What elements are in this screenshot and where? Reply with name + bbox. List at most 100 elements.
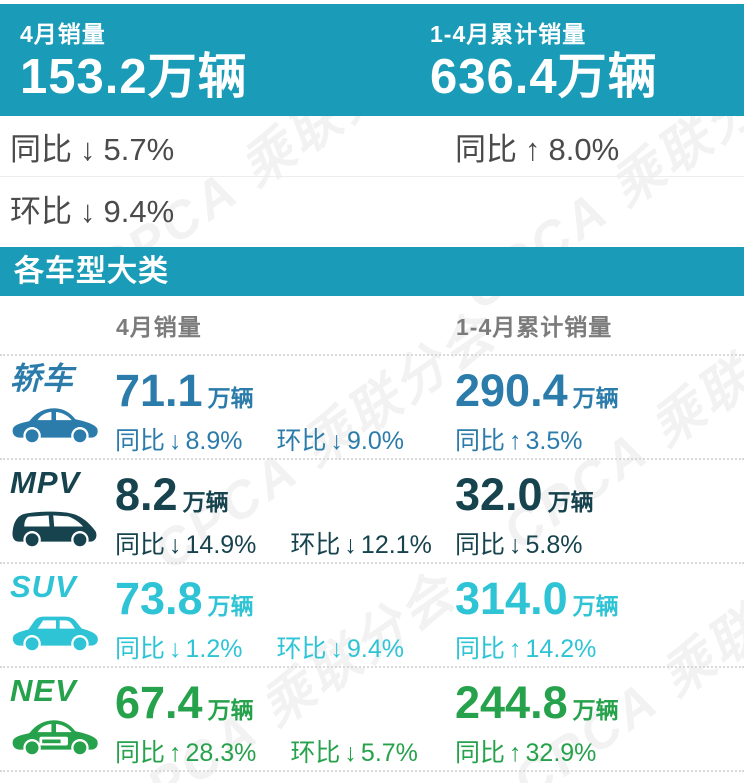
down-arrow-icon: ↓	[344, 531, 357, 560]
stat-label: 同比	[455, 427, 506, 456]
hero-monthly-unit: 万辆	[147, 50, 248, 104]
vehicle-name: MPV	[10, 465, 81, 500]
vehicle-cell: MPV	[0, 460, 115, 562]
monthly-unit: 万辆	[182, 489, 229, 515]
stat-label: 环比	[10, 193, 72, 229]
sedan-car-icon	[10, 398, 115, 446]
up-arrow-icon: ↑	[509, 635, 522, 664]
stat-label: 同比	[455, 739, 506, 768]
vehicle-table: 轿车 71.1 万辆	[0, 354, 744, 772]
cumulative-unit: 万辆	[572, 697, 619, 723]
cumulative-yoy: 同比 ↓ 5.8%	[455, 525, 583, 561]
divider	[0, 176, 744, 177]
cumulative-metric-cell: 32.0 万辆 同比 ↓ 5.8%	[455, 460, 744, 562]
mpv-car-icon	[10, 502, 115, 550]
vehicle-cell: SUV	[0, 564, 115, 666]
monthly-mom: 环比 ↓ 9.0%	[277, 421, 405, 457]
monthly-value: 73.8	[115, 573, 203, 624]
table-row-suv: SUV 73.8 万辆	[0, 564, 744, 668]
monthly-value: 8.2	[115, 469, 178, 520]
vehicle-cell: 轿车	[0, 356, 115, 458]
stat-value: 8.9%	[185, 427, 243, 456]
stat-value: 5.7%	[360, 739, 418, 768]
stat-label: 环比	[276, 427, 327, 456]
stat-value: 9.4%	[347, 635, 404, 664]
stat-label: 同比	[115, 427, 166, 456]
monthly-yoy: 同比 ↓ 8.9%	[115, 421, 243, 457]
monthly-unit: 万辆	[207, 385, 254, 411]
down-arrow-icon: ↓	[509, 531, 522, 560]
hero-monthly: 4月销量 153.2 万辆	[0, 4, 430, 116]
summary-stats-row-1: 同比 ↓ 5.7% 同比 ↑ 8.0%	[0, 116, 744, 176]
column-header-cumulative: 1-4月累计销量	[456, 314, 613, 340]
down-arrow-icon: ↓	[330, 635, 344, 664]
down-arrow-icon: ↓	[169, 427, 182, 456]
cumulative-value: 290.4	[455, 365, 568, 416]
up-arrow-icon: ↑	[169, 739, 182, 768]
monthly-unit: 万辆	[207, 593, 254, 619]
hero-cumulative: 1-4月累计销量 636.4 万辆	[430, 4, 658, 116]
vehicle-name: SUV	[10, 569, 77, 604]
hero-cumulative-unit: 万辆	[557, 50, 658, 104]
monthly-mom: 环比 ↓ 12.1%	[290, 525, 431, 561]
cumulative-unit: 万辆	[572, 385, 619, 411]
up-arrow-icon: ↑	[509, 739, 522, 768]
down-arrow-icon: ↓	[169, 531, 182, 560]
down-arrow-icon: ↓	[80, 131, 96, 167]
monthly-value: 71.1	[115, 365, 203, 416]
stat-label: 同比	[115, 739, 166, 768]
cumulative-metric-cell: 244.8 万辆 同比 ↑ 32.9%	[455, 668, 744, 770]
table-row-mpv: MPV 8.2 万辆	[0, 460, 744, 564]
vehicle-cell: NEV	[0, 668, 115, 770]
section-title-banner: 各车型大类	[0, 247, 744, 296]
stat-label: 同比	[115, 635, 166, 664]
vehicle-name: 轿车	[10, 361, 74, 396]
monthly-value: 67.4	[115, 677, 203, 728]
suv-car-icon	[10, 606, 115, 654]
up-arrow-icon: ↑	[509, 427, 522, 456]
cumulative-yoy: 同比 ↑ 14.2%	[455, 629, 596, 665]
monthly-metric-cell: 67.4 万辆 同比 ↑ 28.3% 环比 ↓ 5.7%	[115, 668, 455, 770]
stat-label: 同比	[455, 635, 506, 664]
up-arrow-icon: ↑	[525, 131, 541, 167]
cumulative-unit: 万辆	[547, 489, 594, 515]
hero-monthly-value: 153.2	[20, 50, 148, 104]
stat-value: 9.0%	[347, 427, 404, 456]
cumulative-value: 314.0	[455, 573, 568, 624]
summary-monthly-yoy: 同比 ↓ 5.7%	[10, 124, 174, 169]
monthly-unit: 万辆	[207, 697, 254, 723]
summary-stats-row-2: 环比 ↓ 9.4%	[0, 177, 744, 239]
stat-value: 5.8%	[525, 531, 583, 560]
cumulative-yoy: 同比 ↑ 3.5%	[455, 421, 583, 457]
stat-label: 同比	[115, 531, 166, 560]
monthly-metric-cell: 73.8 万辆 同比 ↓ 1.2% 环比 ↓ 9.4%	[115, 564, 455, 666]
monthly-yoy: 同比 ↓ 1.2%	[115, 629, 243, 665]
hero-cumulative-value: 636.4	[430, 50, 558, 104]
table-row-sedan: 轿车 71.1 万辆	[0, 356, 744, 460]
hero-cumulative-value-line: 636.4 万辆	[430, 50, 658, 104]
stat-value: 9.4%	[103, 193, 175, 229]
hero-band: 4月销量 153.2 万辆 1-4月累计销量 636.4 万辆	[0, 4, 744, 116]
stat-value: 1.2%	[185, 635, 243, 664]
vehicle-name: NEV	[10, 673, 77, 708]
down-arrow-icon: ↓	[169, 635, 182, 664]
stat-value: 3.5%	[525, 427, 583, 456]
monthly-mom: 环比 ↓ 9.4%	[277, 629, 405, 665]
stat-label: 环比	[290, 531, 341, 560]
stat-label: 同比	[455, 531, 506, 560]
nev-car-icon	[10, 710, 115, 758]
down-arrow-icon: ↓	[344, 739, 357, 768]
stat-value: 5.7%	[103, 131, 175, 167]
stat-value: 14.9%	[185, 531, 257, 560]
summary-cumulative-yoy: 同比 ↑ 8.0%	[455, 124, 619, 169]
column-header-monthly: 4月销量	[116, 314, 202, 340]
monthly-metric-cell: 8.2 万辆 同比 ↓ 14.9% 环比 ↓ 12.1%	[115, 460, 455, 562]
summary-monthly-mom: 环比 ↓ 9.4%	[10, 186, 174, 231]
cumulative-unit: 万辆	[572, 593, 619, 619]
monthly-yoy: 同比 ↑ 28.3%	[115, 733, 256, 769]
stat-label: 环比	[290, 739, 341, 768]
cumulative-value: 32.0	[455, 469, 543, 520]
stat-value: 28.3%	[185, 739, 257, 768]
monthly-metric-cell: 71.1 万辆 同比 ↓ 8.9% 环比 ↓ 9.0%	[115, 356, 455, 458]
